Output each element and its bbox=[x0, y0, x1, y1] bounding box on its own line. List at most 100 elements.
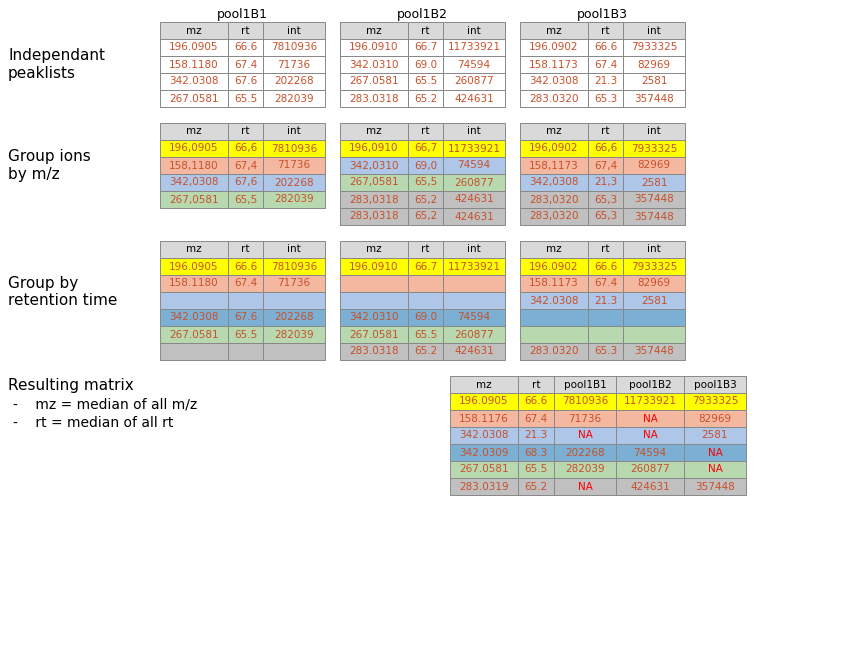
Bar bbox=[263, 326, 325, 343]
Text: 283,0318: 283,0318 bbox=[349, 212, 399, 222]
Text: 283.0319: 283.0319 bbox=[459, 481, 509, 491]
Bar bbox=[228, 275, 263, 292]
Text: 424631: 424631 bbox=[630, 481, 670, 491]
Text: 21.3: 21.3 bbox=[594, 76, 617, 86]
Bar bbox=[160, 241, 228, 258]
Bar bbox=[623, 241, 685, 258]
Bar bbox=[340, 22, 408, 39]
Text: rt: rt bbox=[421, 127, 430, 137]
Text: 267.0581: 267.0581 bbox=[169, 329, 218, 339]
Bar bbox=[450, 444, 518, 461]
Bar bbox=[160, 191, 228, 208]
Text: 7810936: 7810936 bbox=[271, 143, 317, 153]
Text: 283,0320: 283,0320 bbox=[529, 195, 579, 205]
Text: 21.3: 21.3 bbox=[525, 430, 548, 440]
Text: rt: rt bbox=[242, 244, 249, 254]
Bar bbox=[554, 393, 616, 410]
Text: 74594: 74594 bbox=[458, 60, 490, 70]
Text: 11733921: 11733921 bbox=[624, 396, 677, 406]
Text: NA: NA bbox=[708, 448, 722, 457]
Bar bbox=[443, 258, 505, 275]
Bar bbox=[684, 444, 746, 461]
Bar bbox=[263, 292, 325, 309]
Text: 82969: 82969 bbox=[637, 60, 671, 70]
Bar bbox=[450, 410, 518, 427]
Bar bbox=[160, 123, 228, 140]
Text: 66.6: 66.6 bbox=[594, 262, 617, 272]
Text: 342.0310: 342.0310 bbox=[349, 313, 399, 323]
Bar bbox=[443, 208, 505, 225]
Bar bbox=[623, 73, 685, 90]
Text: 2581: 2581 bbox=[641, 177, 667, 187]
Text: 66.6: 66.6 bbox=[234, 42, 257, 52]
Text: 283.0318: 283.0318 bbox=[349, 94, 399, 104]
Text: 424631: 424631 bbox=[454, 347, 494, 357]
Text: 69.0: 69.0 bbox=[414, 60, 437, 70]
Bar bbox=[623, 208, 685, 225]
Text: 424631: 424631 bbox=[454, 94, 494, 104]
Bar bbox=[340, 326, 408, 343]
Bar bbox=[623, 309, 685, 326]
Text: 267.0581: 267.0581 bbox=[169, 94, 218, 104]
Text: 65,2: 65,2 bbox=[414, 212, 437, 222]
Text: 67,4: 67,4 bbox=[234, 161, 257, 171]
Text: mz: mz bbox=[186, 127, 202, 137]
Bar bbox=[520, 292, 588, 309]
Text: 260877: 260877 bbox=[630, 465, 670, 475]
Text: 69.0: 69.0 bbox=[414, 313, 437, 323]
Bar bbox=[684, 393, 746, 410]
Text: 2581: 2581 bbox=[641, 76, 667, 86]
Bar bbox=[340, 241, 408, 258]
Text: 21,3: 21,3 bbox=[594, 177, 617, 187]
Text: 65.5: 65.5 bbox=[234, 329, 257, 339]
Bar bbox=[408, 191, 443, 208]
Text: 65.2: 65.2 bbox=[525, 481, 548, 491]
Bar bbox=[623, 39, 685, 56]
Text: 267.0581: 267.0581 bbox=[459, 465, 509, 475]
Text: 342.0309: 342.0309 bbox=[459, 448, 509, 457]
Bar bbox=[623, 157, 685, 174]
Bar bbox=[623, 343, 685, 360]
Bar bbox=[443, 191, 505, 208]
Text: 260877: 260877 bbox=[454, 76, 494, 86]
Text: 71736: 71736 bbox=[568, 414, 601, 424]
Text: 202268: 202268 bbox=[565, 448, 605, 457]
Text: 282039: 282039 bbox=[274, 195, 314, 205]
Text: 282039: 282039 bbox=[274, 94, 314, 104]
Bar bbox=[588, 326, 623, 343]
Text: NA: NA bbox=[578, 481, 593, 491]
Bar bbox=[160, 275, 228, 292]
Bar bbox=[520, 90, 588, 107]
Text: rt: rt bbox=[601, 244, 610, 254]
Text: 2581: 2581 bbox=[702, 430, 728, 440]
Text: 158.1180: 158.1180 bbox=[169, 278, 218, 288]
Bar bbox=[228, 241, 263, 258]
Text: 65.2: 65.2 bbox=[414, 347, 437, 357]
Text: 69,0: 69,0 bbox=[414, 161, 437, 171]
Text: 65.5: 65.5 bbox=[414, 329, 437, 339]
Bar bbox=[160, 292, 228, 309]
Text: 7933325: 7933325 bbox=[691, 396, 738, 406]
Bar bbox=[263, 73, 325, 90]
Bar bbox=[340, 140, 408, 157]
Text: 82969: 82969 bbox=[698, 414, 732, 424]
Bar bbox=[623, 275, 685, 292]
Text: 7810936: 7810936 bbox=[271, 262, 317, 272]
Bar bbox=[263, 140, 325, 157]
Bar bbox=[450, 427, 518, 444]
Text: 65,3: 65,3 bbox=[594, 195, 617, 205]
Bar bbox=[588, 56, 623, 73]
Bar bbox=[408, 39, 443, 56]
Text: 196.0910: 196.0910 bbox=[349, 262, 399, 272]
Text: 158.1180: 158.1180 bbox=[169, 60, 218, 70]
Bar bbox=[263, 90, 325, 107]
Bar bbox=[623, 22, 685, 39]
Text: -    mz = median of all m/z: - mz = median of all m/z bbox=[13, 398, 197, 412]
Text: int: int bbox=[647, 25, 660, 35]
Bar bbox=[228, 123, 263, 140]
Bar bbox=[443, 39, 505, 56]
Text: 196.0905: 196.0905 bbox=[169, 262, 218, 272]
Bar bbox=[340, 56, 408, 73]
Text: rt: rt bbox=[601, 25, 610, 35]
Text: 158,1180: 158,1180 bbox=[169, 161, 218, 171]
